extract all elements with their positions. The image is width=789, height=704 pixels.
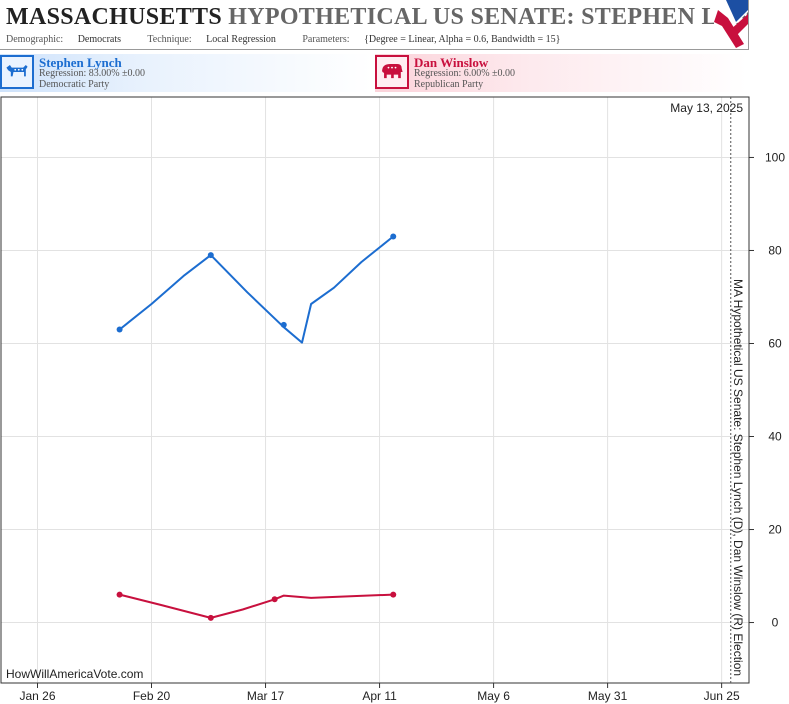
x-tick-label: Mar 17 bbox=[247, 689, 285, 703]
data-point bbox=[280, 321, 287, 328]
candidate-name: Stephen Lynch bbox=[39, 55, 122, 70]
data-point bbox=[271, 596, 278, 603]
parameters-value: {Degree = Linear, Alpha = 0.6, Bandwidth… bbox=[364, 34, 561, 45]
y-axis: 0 20 40 60 80 100 bbox=[749, 150, 785, 630]
election-label: MA Hypothetical US Senate: Stephen Lynch… bbox=[731, 279, 745, 676]
candidate-regression: Regression: 83.00% ±0.00 bbox=[39, 68, 146, 79]
candidate-card-winslow: Dan Winslow Regression: 6.00% ±0.00 Repu… bbox=[375, 54, 747, 92]
data-point bbox=[207, 252, 214, 259]
data-point bbox=[116, 326, 123, 333]
donkey-icon bbox=[0, 55, 34, 89]
technique-label: Technique: bbox=[147, 34, 192, 45]
candidate-name: Dan Winslow bbox=[414, 55, 489, 70]
candidate-party: Republican Party bbox=[414, 79, 484, 90]
x-tick-label: Apr 11 bbox=[362, 689, 397, 703]
watermark: HowWillAmericaVote.com bbox=[6, 667, 143, 681]
parameters-label: Parameters: bbox=[302, 34, 350, 45]
demographic-value: Democrats bbox=[77, 34, 122, 45]
demographic-label: Demographic: bbox=[6, 34, 64, 45]
y-tick-label: 20 bbox=[768, 523, 782, 537]
series-line-0 bbox=[118, 235, 394, 344]
y-tick-label: 0 bbox=[772, 616, 779, 630]
title-state: MASSACHUSETTS bbox=[6, 4, 222, 30]
x-axis: Jan 26 Feb 20 Mar 17 Apr 11 May 6 May 31 Jun 2… bbox=[19, 683, 740, 703]
candidate-regression: Regression: 6.00% ±0.00 bbox=[414, 68, 516, 79]
data-point bbox=[116, 591, 123, 598]
data-point bbox=[390, 591, 397, 598]
plot-frame bbox=[0, 96, 750, 684]
y-tick-label: 60 bbox=[768, 336, 782, 350]
elephant-icon bbox=[375, 55, 409, 89]
series-line-1 bbox=[119, 593, 394, 619]
x-tick-label: May 31 bbox=[588, 689, 628, 703]
x-tick-label: Jan 26 bbox=[19, 689, 55, 703]
x-tick-label: Jun 25 bbox=[704, 689, 740, 703]
title-race: HYPOTHETICAL US SENATE: STEPHEN LYNCH bbox=[228, 4, 749, 30]
grid bbox=[1, 97, 749, 683]
y-tick-label: 80 bbox=[768, 243, 782, 257]
flag-logo-icon bbox=[714, 0, 748, 48]
candidate-card-lynch: Stephen Lynch Regression: 83.00% ±0.00 D… bbox=[0, 54, 372, 92]
x-tick-label: May 6 bbox=[477, 689, 510, 703]
y-tick-label: 100 bbox=[765, 150, 785, 164]
x-tick-label: Feb 20 bbox=[133, 689, 171, 703]
y-tick-label: 40 bbox=[768, 430, 782, 444]
header: MASSACHUSETTS HYPOTHETICAL US SENATE: ST… bbox=[0, 0, 749, 50]
series-layer bbox=[116, 233, 397, 621]
page-title: MASSACHUSETTS HYPOTHETICAL US SENATE: ST… bbox=[6, 4, 749, 31]
data-point bbox=[207, 614, 214, 621]
date-label: May 13, 2025 bbox=[670, 101, 743, 115]
candidate-party: Democratic Party bbox=[39, 79, 110, 90]
parameters-line: Demographic: Democrats Technique: Local … bbox=[6, 34, 584, 45]
data-point bbox=[390, 233, 397, 240]
technique-value: Local Regression bbox=[206, 34, 276, 45]
